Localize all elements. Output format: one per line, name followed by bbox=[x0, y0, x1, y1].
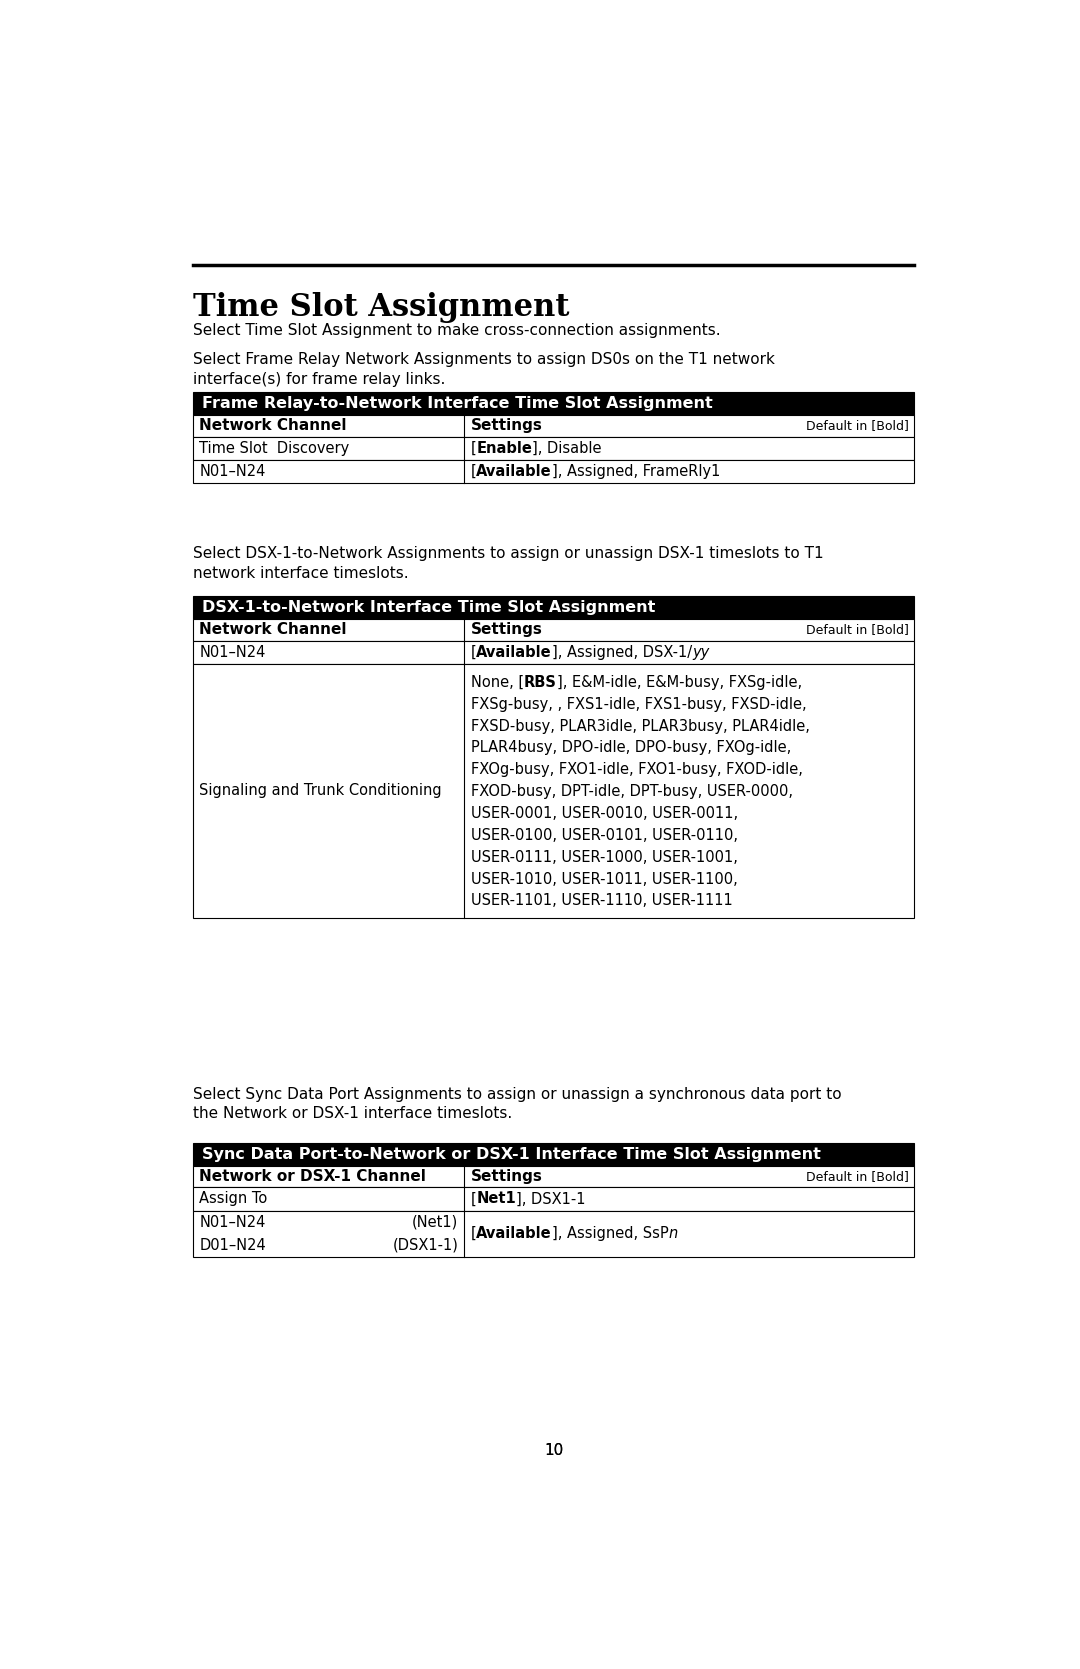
Text: N01–N24: N01–N24 bbox=[200, 1215, 266, 1230]
Text: Available: Available bbox=[476, 644, 552, 659]
Bar bbox=[193, 1187, 914, 1210]
Text: Enable: Enable bbox=[476, 441, 532, 456]
Text: yy: yy bbox=[692, 644, 710, 659]
Text: Select Sync Data Port Assignments to assign or unassign a synchronous data port : Select Sync Data Port Assignments to ass… bbox=[193, 1087, 841, 1122]
Text: Network Channel: Network Channel bbox=[200, 419, 347, 434]
Text: D01–N24: D01–N24 bbox=[200, 1238, 266, 1253]
Text: Select Time Slot Assignment to make cross-connection assignments.: Select Time Slot Assignment to make cros… bbox=[193, 322, 720, 337]
Text: Assign To: Assign To bbox=[200, 1192, 268, 1207]
Text: Sync Data Port-to-Network or DSX-1 Interface Time Slot Assignment: Sync Data Port-to-Network or DSX-1 Inter… bbox=[202, 1147, 821, 1162]
Text: Default in [Bold]: Default in [Bold] bbox=[807, 1170, 909, 1183]
Text: USER-0111, USER-1000, USER-1001,: USER-0111, USER-1000, USER-1001, bbox=[471, 850, 738, 865]
Text: Select DSX-1-to-Network Assignments to assign or unassign DSX-1 timeslots to T1
: Select DSX-1-to-Network Assignments to a… bbox=[193, 546, 824, 581]
Bar bbox=[193, 664, 914, 918]
Text: ], Disable: ], Disable bbox=[532, 441, 602, 456]
Bar bbox=[193, 459, 914, 482]
Text: Net1: Net1 bbox=[476, 1192, 516, 1207]
Bar bbox=[193, 1210, 914, 1257]
Text: RBS: RBS bbox=[524, 674, 556, 689]
Text: USER-0001, USER-0010, USER-0011,: USER-0001, USER-0010, USER-0011, bbox=[471, 806, 738, 821]
Text: USER-1010, USER-1011, USER-1100,: USER-1010, USER-1011, USER-1100, bbox=[471, 871, 738, 886]
Text: N01–N24: N01–N24 bbox=[200, 464, 266, 479]
Text: PLAR4busy, DPO-idle, DPO-busy, FXOg-idle,: PLAR4busy, DPO-idle, DPO-busy, FXOg-idle… bbox=[471, 741, 791, 756]
Text: Time Slot  Discovery: Time Slot Discovery bbox=[200, 441, 350, 456]
Text: ], Assigned, DSX-1/: ], Assigned, DSX-1/ bbox=[552, 644, 692, 659]
Text: FXSD-busy, PLAR3idle, PLAR3busy, PLAR4idle,: FXSD-busy, PLAR3idle, PLAR3busy, PLAR4id… bbox=[471, 719, 809, 734]
Text: FXSg-busy, , FXS1-idle, FXS1-busy, FXSD-idle,: FXSg-busy, , FXS1-idle, FXS1-busy, FXSD-… bbox=[471, 696, 806, 711]
Text: Available: Available bbox=[476, 1227, 552, 1242]
Text: Default in [Bold]: Default in [Bold] bbox=[807, 419, 909, 432]
Text: Network or DSX-1 Channel: Network or DSX-1 Channel bbox=[200, 1170, 427, 1183]
Text: P: P bbox=[660, 1227, 669, 1242]
Bar bbox=[193, 596, 914, 619]
Text: (DSX1-1): (DSX1-1) bbox=[392, 1238, 458, 1253]
Text: USER-0100, USER-0101, USER-0110,: USER-0100, USER-0101, USER-0110, bbox=[471, 828, 738, 843]
Text: ], E&M-idle, E&M-busy, FXSg-idle,: ], E&M-idle, E&M-busy, FXSg-idle, bbox=[556, 674, 801, 689]
Bar bbox=[193, 641, 914, 664]
Text: Settings: Settings bbox=[471, 623, 542, 638]
Bar bbox=[193, 416, 914, 437]
Text: Network Channel: Network Channel bbox=[200, 623, 347, 638]
Text: (Net1): (Net1) bbox=[411, 1215, 458, 1230]
Text: Time Slot Assignment: Time Slot Assignment bbox=[193, 292, 569, 322]
Text: Settings: Settings bbox=[471, 1170, 542, 1183]
Bar bbox=[193, 1167, 914, 1187]
Text: 10: 10 bbox=[544, 1444, 563, 1459]
Text: DSX-1-to-Network Interface Time Slot Assignment: DSX-1-to-Network Interface Time Slot Ass… bbox=[202, 601, 656, 616]
Text: n: n bbox=[669, 1227, 678, 1242]
Text: [: [ bbox=[471, 644, 476, 659]
Bar bbox=[193, 1143, 914, 1167]
Text: USER-1101, USER-1110, USER-1111: USER-1101, USER-1110, USER-1111 bbox=[471, 893, 732, 908]
Text: Default in [Bold]: Default in [Bold] bbox=[807, 624, 909, 636]
Text: [: [ bbox=[471, 441, 476, 456]
Text: [: [ bbox=[471, 1192, 476, 1207]
Text: [: [ bbox=[471, 464, 476, 479]
Text: Signaling and Trunk Conditioning: Signaling and Trunk Conditioning bbox=[200, 783, 442, 798]
Bar bbox=[193, 437, 914, 459]
Text: Select Frame Relay Network Assignments to assign DS0s on the T1 network
interfac: Select Frame Relay Network Assignments t… bbox=[193, 352, 775, 387]
Text: Available: Available bbox=[476, 464, 552, 479]
Text: FXOg-busy, FXO1-idle, FXO1-busy, FXOD-idle,: FXOg-busy, FXO1-idle, FXO1-busy, FXOD-id… bbox=[471, 763, 802, 778]
Text: N01–N24: N01–N24 bbox=[200, 644, 266, 659]
Text: Frame Relay-to-Network Interface Time Slot Assignment: Frame Relay-to-Network Interface Time Sl… bbox=[202, 396, 713, 411]
Text: [: [ bbox=[471, 1227, 476, 1242]
Text: ], Assigned, FrameRly1: ], Assigned, FrameRly1 bbox=[552, 464, 720, 479]
Bar bbox=[193, 619, 914, 641]
Bar bbox=[193, 392, 914, 416]
Text: FXOD-busy, DPT-idle, DPT-busy, USER-0000,: FXOD-busy, DPT-idle, DPT-busy, USER-0000… bbox=[471, 784, 793, 799]
Text: ], DSX1-1: ], DSX1-1 bbox=[516, 1192, 585, 1207]
Text: ], Assigned, Ss: ], Assigned, Ss bbox=[552, 1227, 660, 1242]
Text: 10: 10 bbox=[544, 1444, 563, 1459]
Text: Settings: Settings bbox=[471, 419, 542, 434]
Text: None, [: None, [ bbox=[471, 674, 524, 689]
